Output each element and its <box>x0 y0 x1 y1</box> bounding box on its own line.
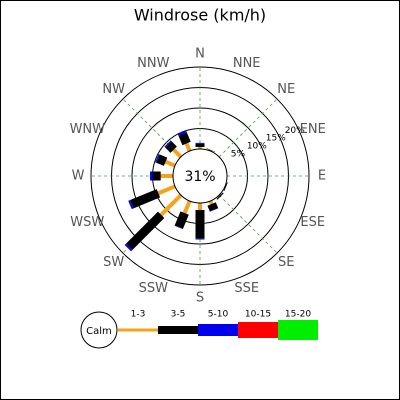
wind-bar <box>164 159 176 168</box>
wind-bar <box>174 211 189 229</box>
direction-label: W <box>72 169 85 184</box>
legend-label: 5-10 <box>208 310 229 320</box>
wind-bar <box>207 202 219 212</box>
wind-bar <box>178 132 191 146</box>
legend-swatch <box>278 320 318 340</box>
wind-bar <box>177 130 187 136</box>
legend-swatch <box>238 322 278 338</box>
direction-label: S <box>196 291 204 306</box>
direction-label: NW <box>102 82 125 97</box>
direction-label: E <box>318 169 326 184</box>
chart-title: Windrose (km/h) <box>134 6 266 25</box>
legend-calm <box>80 311 118 349</box>
direction-label: ENE <box>300 122 326 137</box>
wind-bar <box>156 154 168 166</box>
ring <box>90 66 310 286</box>
direction-label: NNE <box>233 56 261 71</box>
grid-spoke <box>218 98 278 158</box>
wind-bar <box>208 200 214 205</box>
wind-bar <box>164 140 172 148</box>
legend-swatch <box>118 328 158 332</box>
direction-label: ESE <box>300 215 325 230</box>
ring-label: 20% <box>285 126 305 136</box>
direction-label: WSW <box>70 215 104 230</box>
legend-label: 1-3 <box>131 310 146 320</box>
legend-label: 3-5 <box>171 310 186 320</box>
wind-bar <box>157 184 176 196</box>
direction-label: SSW <box>139 281 169 296</box>
ring-label: 10% <box>247 141 267 151</box>
wind-bar <box>182 200 192 214</box>
wind-bar <box>165 141 177 153</box>
legend-calm-label: Calm <box>86 326 112 337</box>
direction-label: SE <box>278 255 294 270</box>
direction-label: WNW <box>70 122 106 137</box>
direction-label: SW <box>103 255 124 270</box>
wind-bar <box>184 142 192 152</box>
wind-bar <box>126 211 165 250</box>
direction-label: NE <box>277 82 295 97</box>
ring <box>131 107 269 245</box>
ring-label: 15% <box>266 134 286 144</box>
wind-bar <box>130 189 161 209</box>
grid-spoke <box>218 194 278 254</box>
calm-circle <box>172 148 228 204</box>
ring-label: 5% <box>231 149 246 159</box>
wind-bar <box>159 193 183 217</box>
legend-swatch <box>158 326 198 334</box>
direction-label: SSE <box>234 281 259 296</box>
direction-label: NNW <box>137 56 169 71</box>
wind-bar <box>216 192 224 200</box>
legend-label: 15-20 <box>285 310 311 320</box>
legend-label: 10-15 <box>245 310 271 320</box>
wind-bar <box>172 148 183 159</box>
wind-bar <box>124 243 133 252</box>
legend-swatch <box>198 324 238 336</box>
wind-bar <box>128 200 134 210</box>
calm-value: 31% <box>184 169 215 185</box>
direction-label: N <box>195 47 205 62</box>
